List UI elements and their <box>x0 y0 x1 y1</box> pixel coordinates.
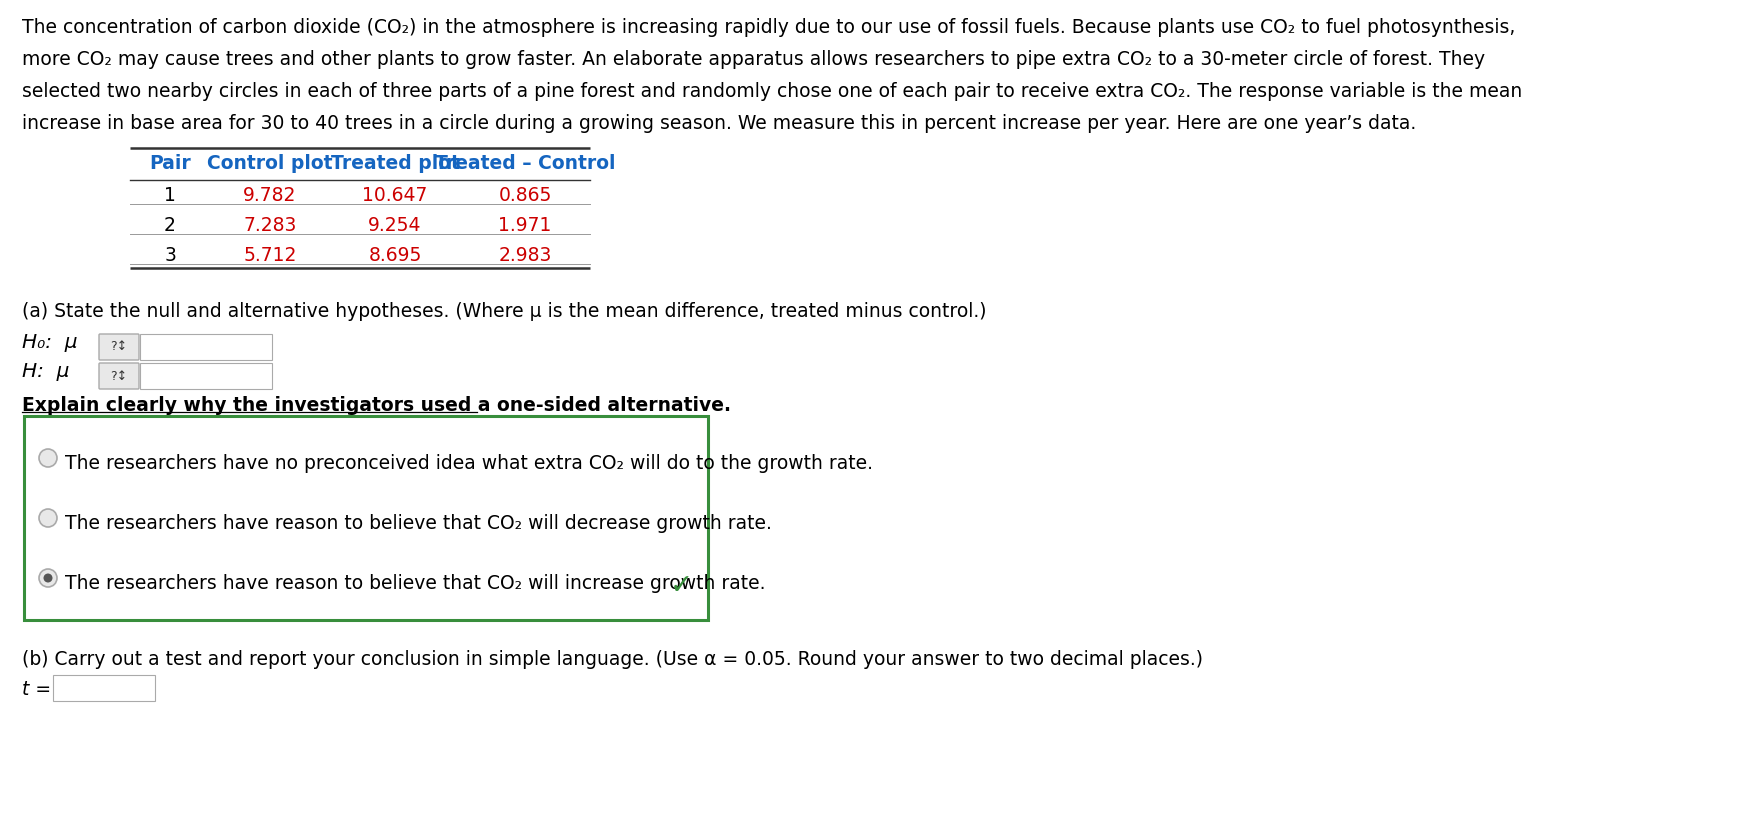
FancyBboxPatch shape <box>140 363 272 389</box>
Text: t =: t = <box>23 680 51 699</box>
Text: (a) State the null and alternative hypotheses. (Where μ is the mean difference, : (a) State the null and alternative hypot… <box>23 302 986 321</box>
Text: The researchers have no preconceived idea what extra CO₂ will do to the growth r: The researchers have no preconceived ide… <box>65 454 872 473</box>
Text: Pair: Pair <box>149 154 191 173</box>
Text: ?↕: ?↕ <box>110 370 128 382</box>
Text: The concentration of carbon dioxide (CO₂) in the atmosphere is increasing rapidl: The concentration of carbon dioxide (CO₂… <box>23 18 1515 37</box>
Text: Control plot: Control plot <box>207 154 333 173</box>
Text: 2: 2 <box>165 216 175 235</box>
Circle shape <box>39 449 58 467</box>
Text: (b) Carry out a test and report your conclusion in simple language. (Use α = 0.0: (b) Carry out a test and report your con… <box>23 650 1204 669</box>
Text: selected two nearby circles in each of three parts of a pine forest and randomly: selected two nearby circles in each of t… <box>23 82 1522 101</box>
Text: 10.647: 10.647 <box>363 186 427 205</box>
FancyBboxPatch shape <box>100 334 138 360</box>
Text: 2.983: 2.983 <box>498 246 552 265</box>
Text: Treated plot: Treated plot <box>331 154 459 173</box>
Text: Treated – Control: Treated – Control <box>434 154 615 173</box>
Text: Explain clearly why the investigators used a one-sided alternative.: Explain clearly why the investigators us… <box>23 396 731 415</box>
Circle shape <box>39 509 58 527</box>
Text: more CO₂ may cause trees and other plants to grow faster. An elaborate apparatus: more CO₂ may cause trees and other plant… <box>23 50 1486 69</box>
FancyBboxPatch shape <box>140 334 272 360</box>
Text: 1.971: 1.971 <box>498 216 552 235</box>
Text: 5.712: 5.712 <box>244 246 296 265</box>
FancyBboxPatch shape <box>100 363 138 389</box>
Text: 8.695: 8.695 <box>368 246 422 265</box>
Text: 7.283: 7.283 <box>244 216 296 235</box>
Text: The researchers have reason to believe that CO₂ will increase growth rate.: The researchers have reason to believe t… <box>65 574 766 593</box>
FancyBboxPatch shape <box>53 675 154 701</box>
Text: 0.865: 0.865 <box>498 186 552 205</box>
Circle shape <box>39 569 58 587</box>
FancyBboxPatch shape <box>25 416 708 620</box>
Text: 3: 3 <box>165 246 175 265</box>
Text: increase in base area for 30 to 40 trees in a circle during a growing season. We: increase in base area for 30 to 40 trees… <box>23 114 1416 133</box>
Text: H⁡:  μ: H⁡: μ <box>23 362 70 381</box>
Text: 1: 1 <box>165 186 175 205</box>
Text: ✓: ✓ <box>669 572 692 600</box>
Circle shape <box>44 573 53 582</box>
Text: The researchers have reason to believe that CO₂ will decrease growth rate.: The researchers have reason to believe t… <box>65 514 773 533</box>
Text: 9.254: 9.254 <box>368 216 422 235</box>
Text: ?↕: ?↕ <box>110 340 128 354</box>
Text: H₀:  μ: H₀: μ <box>23 333 77 352</box>
Text: 9.782: 9.782 <box>244 186 296 205</box>
